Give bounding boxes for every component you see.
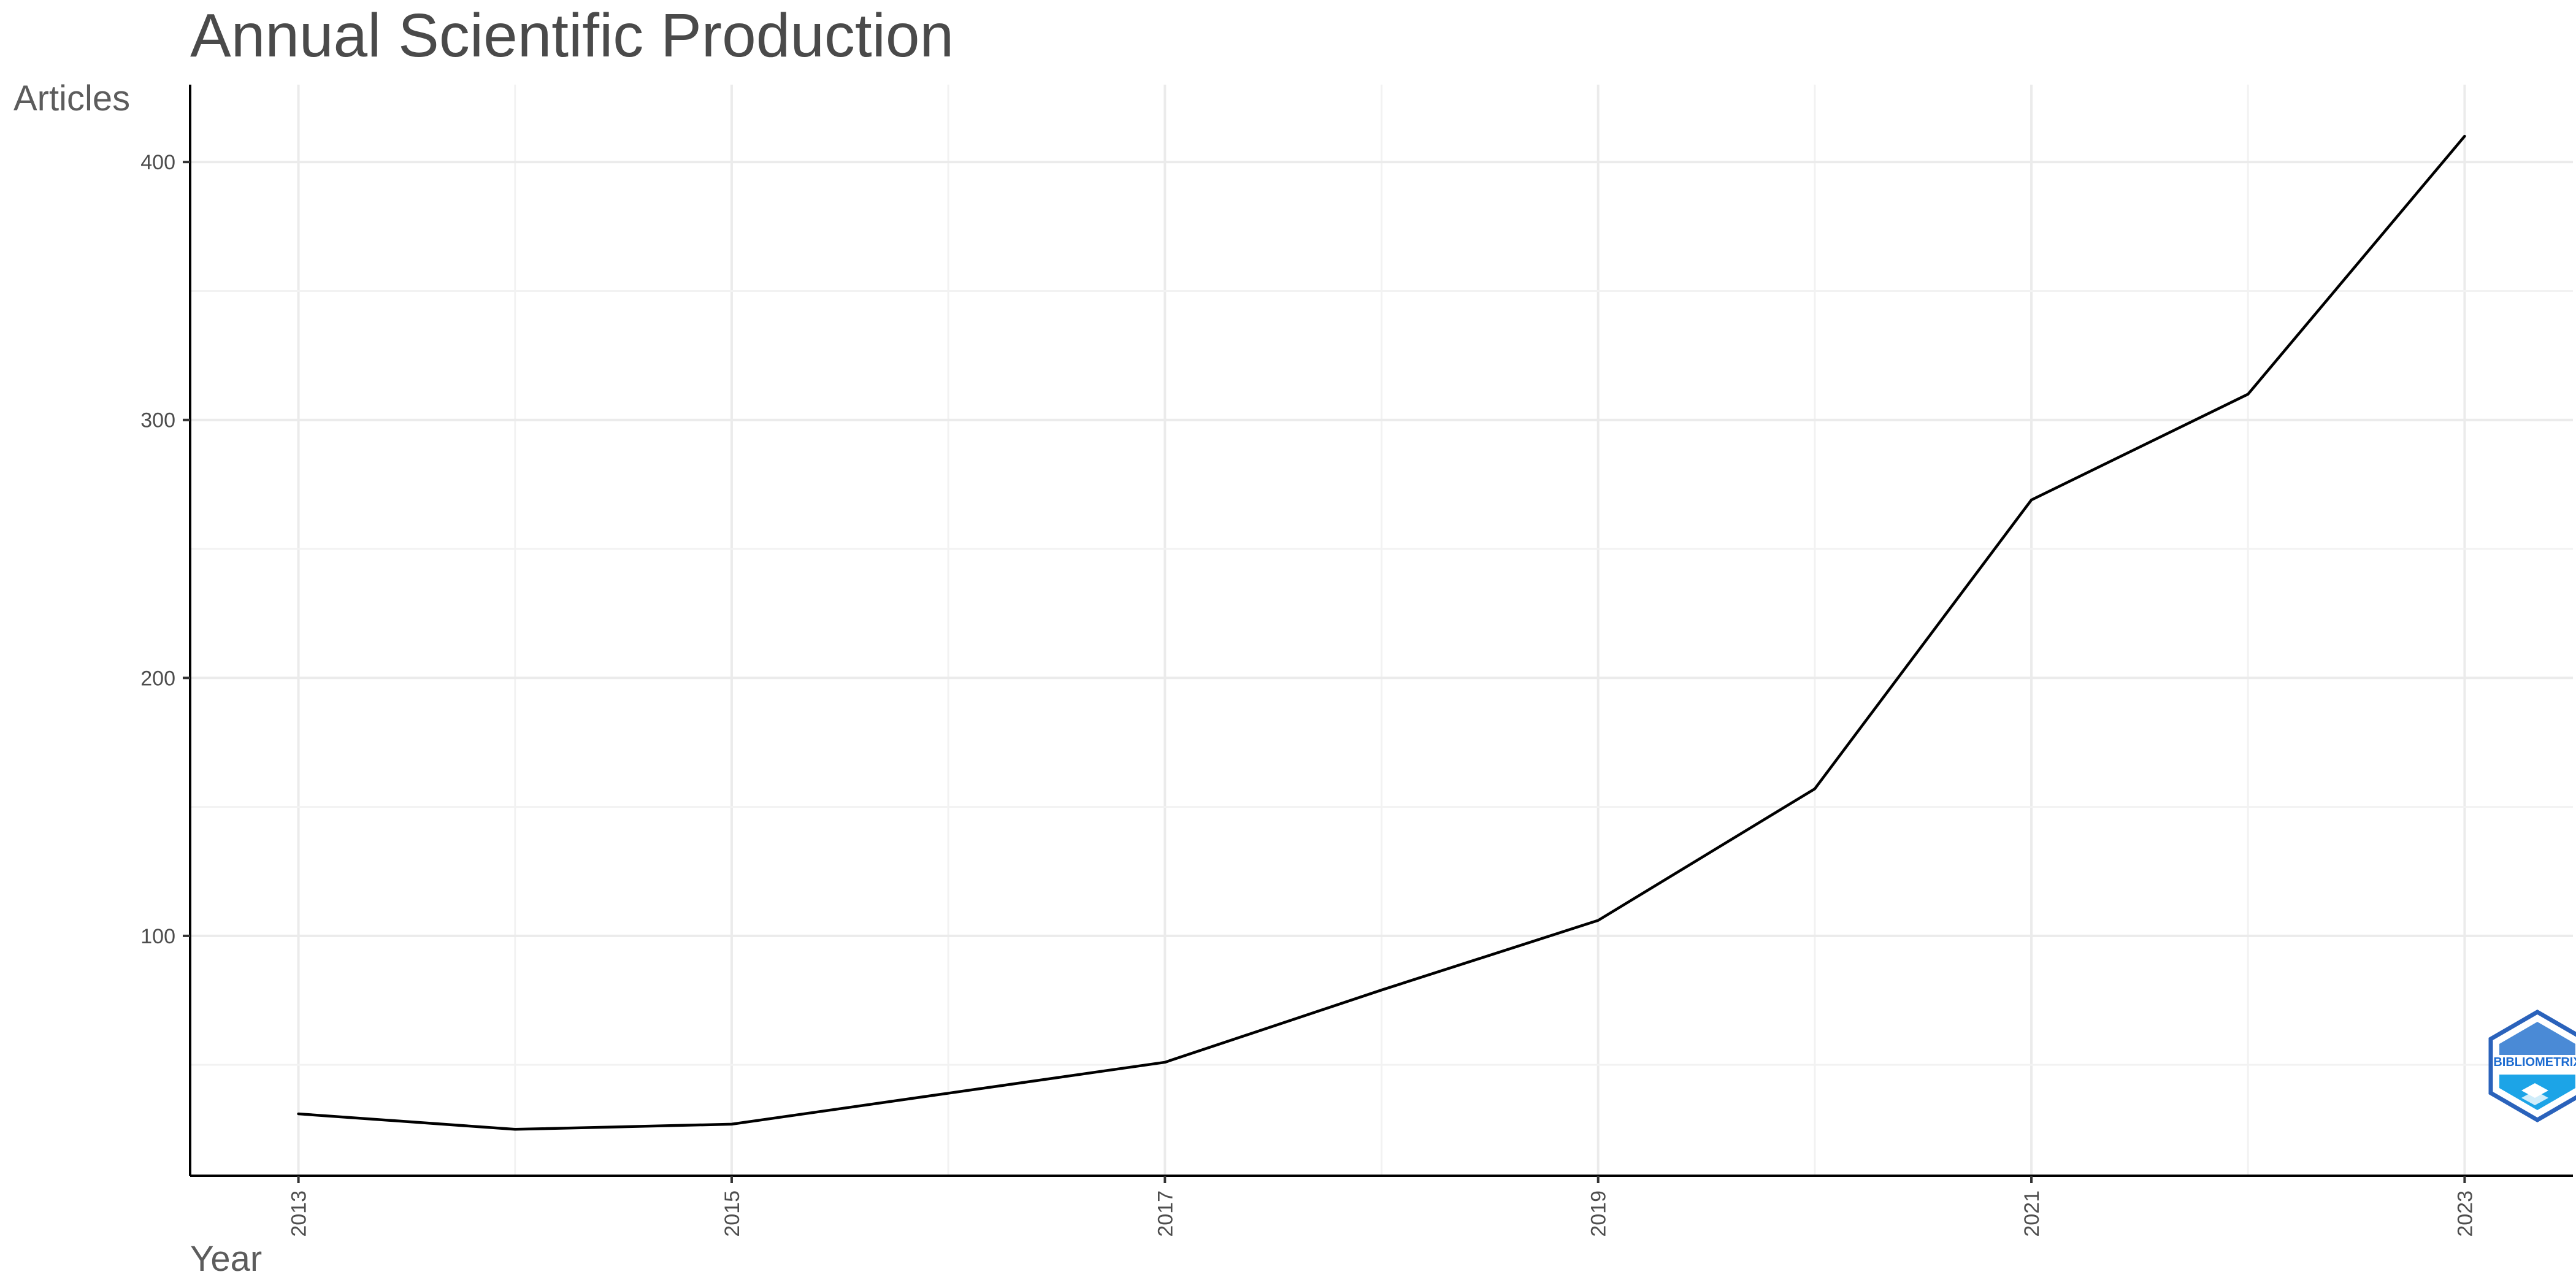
series-layer <box>297 134 2466 1131</box>
x-tick-label: 2021 <box>2020 1190 2044 1237</box>
x-tick-label: 2023 <box>2453 1190 2477 1237</box>
y-axis-title: Articles <box>13 79 130 118</box>
bibliometrix-logo-text: BIBLIOMETRIX <box>2493 1056 2576 1069</box>
x-tick-label: 2013 <box>288 1190 311 1237</box>
series-line <box>297 134 2466 1131</box>
grid-layer <box>190 85 2573 1176</box>
x-axis-title: Year <box>190 1239 262 1279</box>
axes-layer <box>189 85 2573 1177</box>
y-tick-label: 300 <box>140 409 175 432</box>
tick-layer: 100 200 300 400 2013 2015 2017 2019 2021 2023 <box>140 151 2477 1236</box>
y-tick-label: 400 <box>140 151 175 174</box>
chart-title: Annual Scientific Production <box>190 1 954 70</box>
x-tick-label: 2019 <box>1587 1190 1611 1237</box>
x-tick-label: 2015 <box>721 1190 744 1237</box>
bibliometrix-logo: BIBLIOMETRIX <box>2488 1009 2576 1123</box>
x-tick-label: 2017 <box>1154 1190 1177 1237</box>
y-tick-label: 100 <box>140 925 175 948</box>
y-tick-label: 200 <box>140 667 175 690</box>
